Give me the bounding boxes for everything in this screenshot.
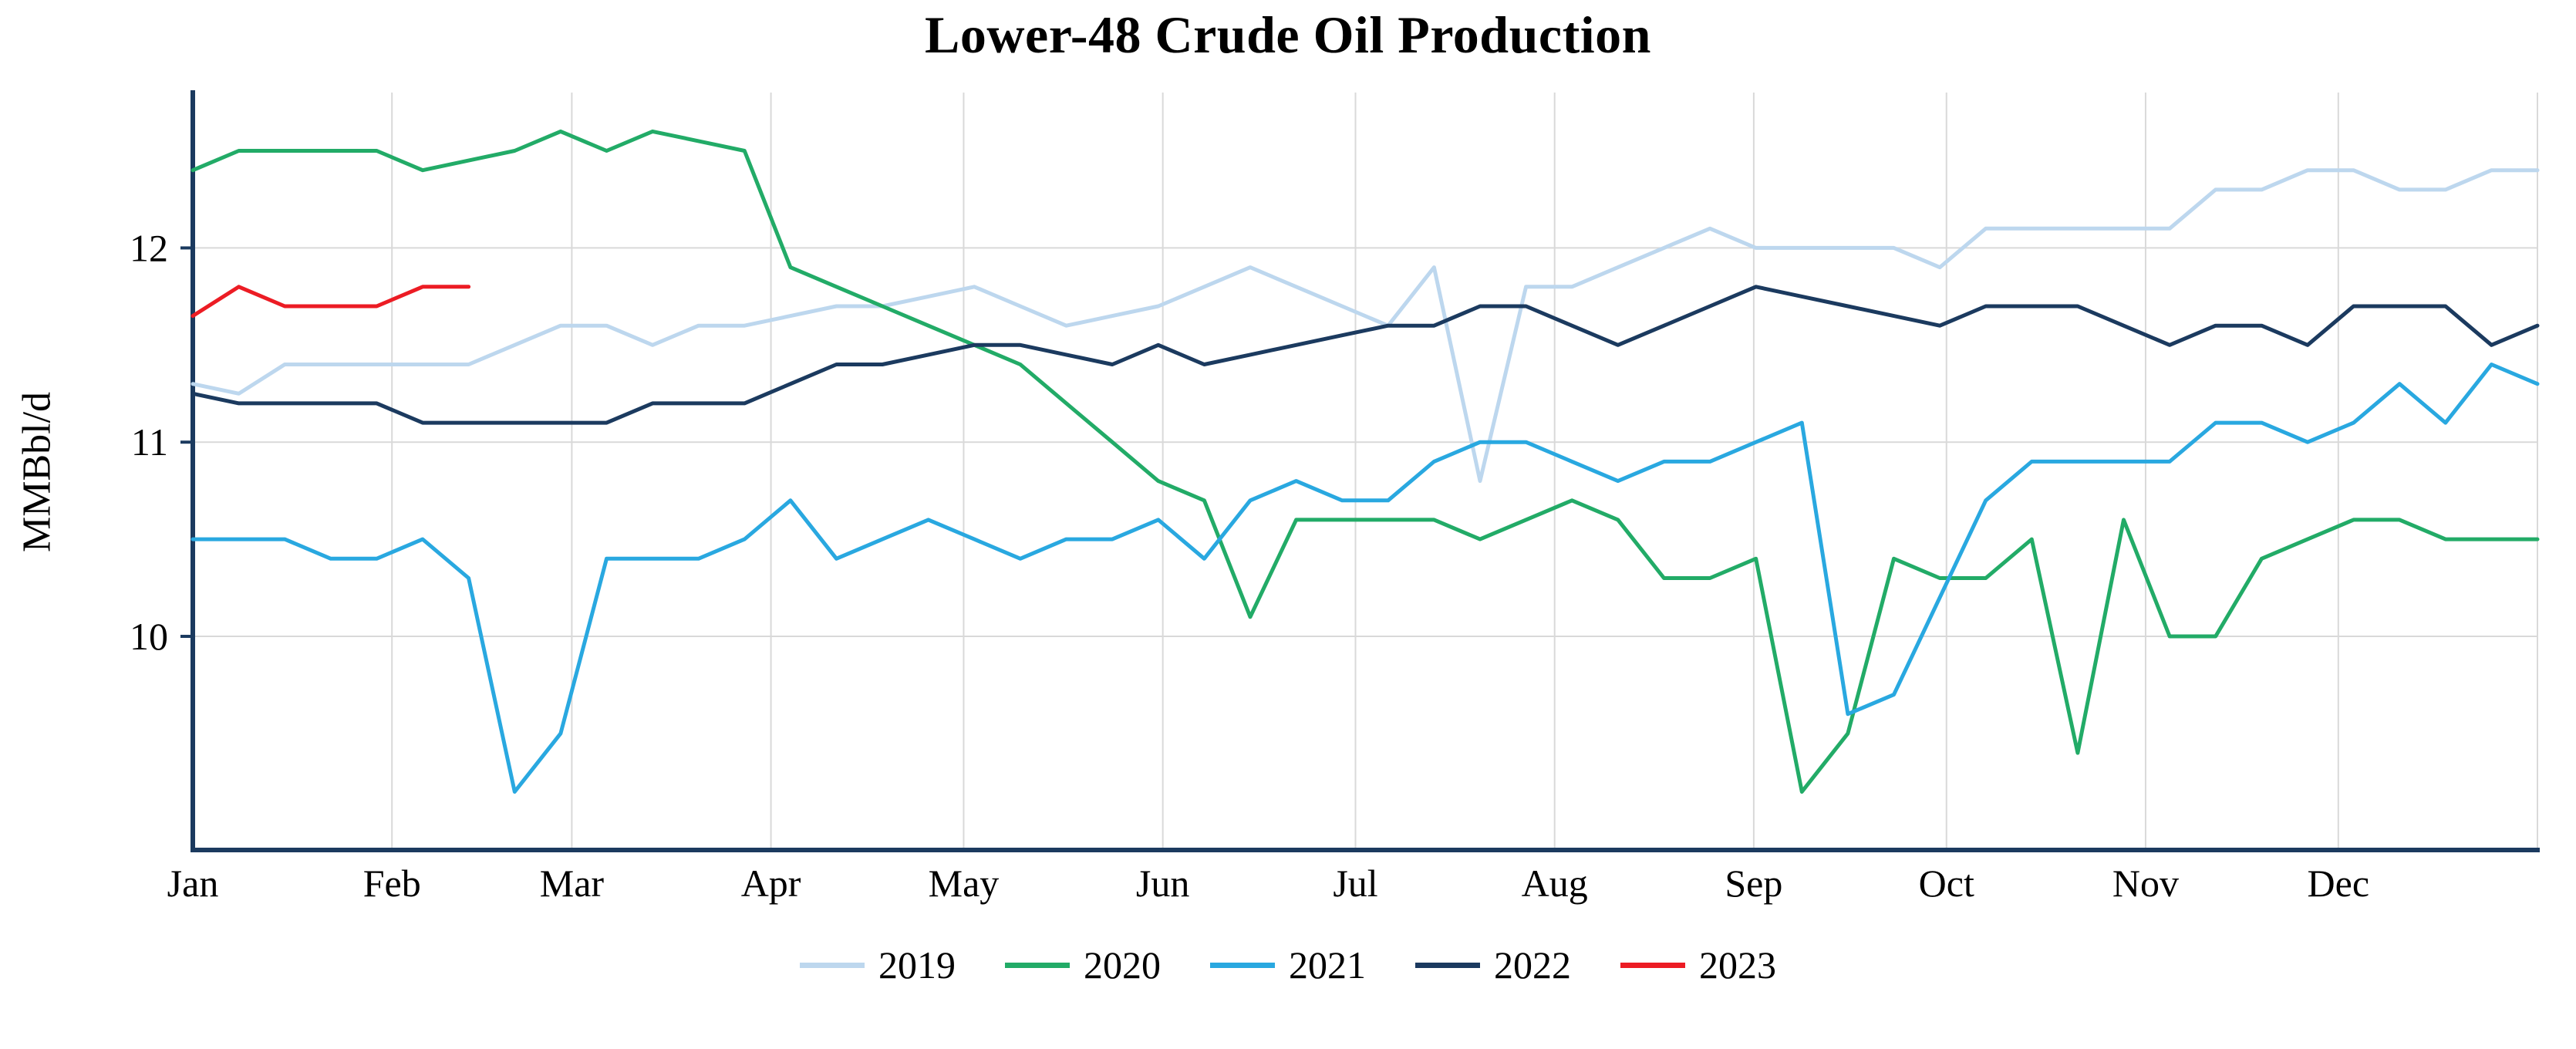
x-tick-label-jun: Jun (1136, 862, 1189, 905)
x-tick-label-apr: Apr (741, 862, 801, 905)
legend-swatch-2019 (800, 962, 865, 968)
legend-item-2023: 2023 (1620, 943, 1776, 987)
legend-label-2022: 2022 (1494, 943, 1571, 987)
chart-legend: 2019 2020 2021 2022 2023 (0, 943, 2576, 987)
legend-label-2023: 2023 (1699, 943, 1776, 987)
y-tick-label: 12 (130, 226, 168, 269)
legend-label-2019: 2019 (878, 943, 956, 987)
x-tick-label-dec: Dec (2308, 862, 2370, 905)
chart-title: Lower-48 Crude Oil Production (925, 5, 1651, 64)
legend-swatch-2023 (1620, 962, 1685, 968)
legend-swatch-2022 (1415, 962, 1480, 968)
x-tick-label-jan: Jan (167, 862, 219, 905)
legend-swatch-2020 (1005, 962, 1070, 968)
legend-label-2021: 2021 (1289, 943, 1366, 987)
legend-swatch-2021 (1210, 962, 1275, 968)
series-line-2022 (191, 285, 2540, 425)
x-tick-label-feb: Feb (363, 862, 421, 905)
x-tick-label-jul: Jul (1333, 862, 1377, 905)
legend-label-2020: 2020 (1084, 943, 1161, 987)
series-line-2021 (191, 363, 2540, 794)
y-tick-label: 11 (131, 420, 168, 464)
legend-item-2022: 2022 (1415, 943, 1571, 987)
series-line-2019 (191, 168, 2540, 484)
x-tick-label-nov: Nov (2112, 862, 2179, 905)
y-tick-label: 10 (130, 615, 168, 658)
x-tick-label-may: May (929, 862, 1000, 905)
x-tick-label-mar: Mar (540, 862, 605, 905)
legend-item-2020: 2020 (1005, 943, 1161, 987)
x-tick-label-aug: Aug (1522, 862, 1588, 905)
series-line-2023 (191, 285, 471, 319)
legend-item-2021: 2021 (1210, 943, 1366, 987)
legend-item-2019: 2019 (800, 943, 956, 987)
series-line-2020 (191, 129, 2540, 794)
x-tick-label-oct: Oct (1919, 862, 1974, 905)
x-tick-label-sep: Sep (1725, 862, 1782, 905)
